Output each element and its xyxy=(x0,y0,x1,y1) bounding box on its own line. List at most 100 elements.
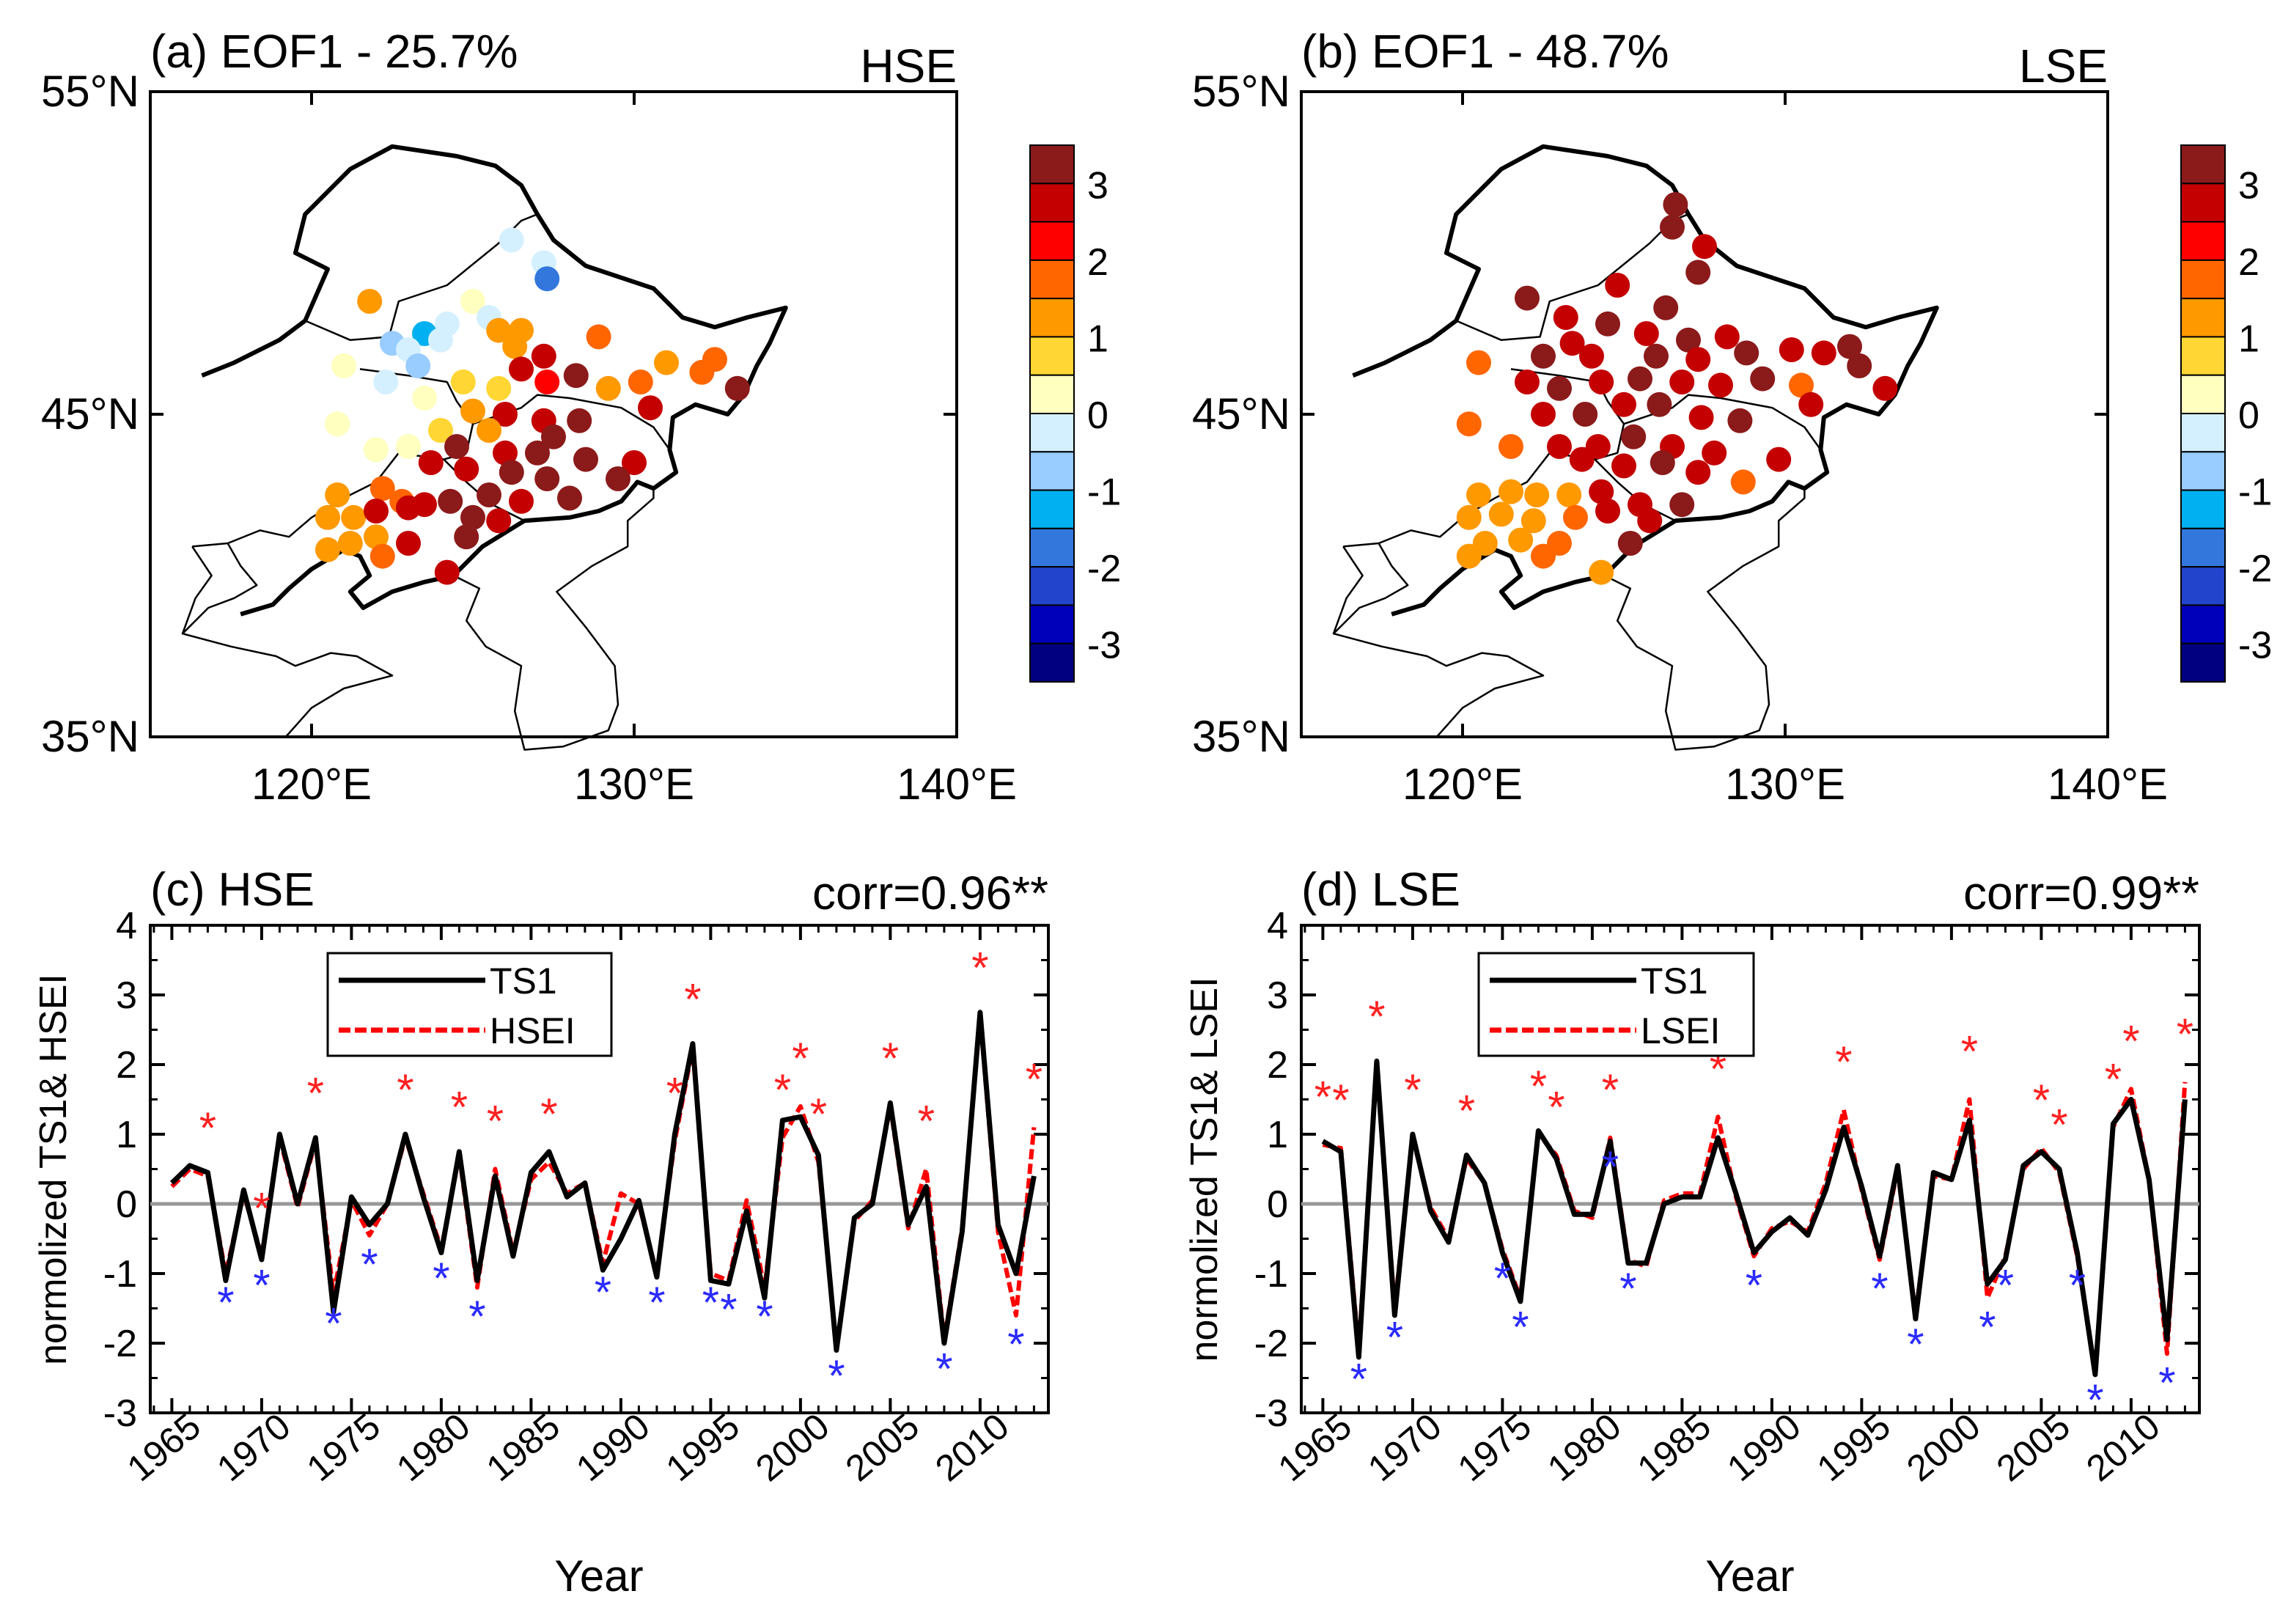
station-dot xyxy=(1556,482,1582,507)
colorbar-bin xyxy=(1029,527,1075,568)
y-tick-label: -1 xyxy=(103,1253,137,1296)
significance-star-positive: * xyxy=(792,1034,809,1083)
significance-star-positive: * xyxy=(1835,1037,1852,1087)
significance-star-negative: * xyxy=(1602,1142,1619,1191)
significance-markers: ****************************** xyxy=(199,944,1042,1400)
station-dot xyxy=(373,370,399,394)
station-dot xyxy=(1579,343,1604,369)
station-dot xyxy=(509,356,534,382)
significance-star-positive: * xyxy=(2105,1055,2122,1104)
station-dot xyxy=(337,531,363,556)
boundary-line xyxy=(1332,545,1364,634)
significance-star-negative: * xyxy=(2086,1375,2103,1425)
x-tick-label: 2000 xyxy=(1899,1406,1987,1489)
series-lines xyxy=(169,1010,1037,1353)
colorbar-bin xyxy=(1029,259,1075,300)
significance-star-negative: * xyxy=(2158,1358,2175,1407)
lat-tick-label: 35°N xyxy=(1192,712,1290,761)
station-dot xyxy=(486,375,512,401)
station-dot xyxy=(1531,343,1556,369)
station-dot xyxy=(509,488,534,514)
x-tick-label: 1990 xyxy=(568,1406,657,1489)
x-tick-label: 1975 xyxy=(1450,1406,1539,1489)
significance-star-positive: * xyxy=(487,1097,504,1146)
station-dot xyxy=(331,353,356,378)
station-dot xyxy=(573,447,598,472)
colorbar-bin xyxy=(1029,413,1075,453)
colorbar-bin xyxy=(2180,259,2226,300)
colorbar-bin xyxy=(1029,144,1075,185)
significance-star-negative: * xyxy=(253,1260,270,1309)
station-dot xyxy=(1589,370,1614,394)
significance-star-negative: * xyxy=(468,1292,485,1341)
colorbar-bin xyxy=(2180,336,2226,376)
station-dot xyxy=(1766,447,1792,472)
station-dot xyxy=(315,537,340,562)
significance-star-positive: * xyxy=(451,1083,468,1132)
station-dot xyxy=(1727,408,1753,433)
station-dot xyxy=(1702,440,1727,466)
station-dot xyxy=(1779,337,1804,362)
station-dot xyxy=(534,466,560,491)
station-dot xyxy=(1714,324,1740,350)
x-tick-label: 2000 xyxy=(748,1406,836,1489)
station-dot xyxy=(1676,327,1701,353)
colorbar-bin xyxy=(2180,144,2226,185)
significance-star-negative: * xyxy=(433,1254,449,1303)
station-dot xyxy=(444,434,469,459)
boundary-line xyxy=(1352,144,1939,617)
colorbar-bin xyxy=(2180,527,2226,568)
station-dot xyxy=(1798,392,1824,417)
significance-star-negative: * xyxy=(1871,1264,1888,1313)
station-dot xyxy=(531,343,556,369)
station-dot xyxy=(1669,370,1695,394)
station-dot xyxy=(1617,531,1643,556)
colorbar-label: -2 xyxy=(2238,548,2272,590)
lat-tick-label: 55°N xyxy=(1192,67,1290,116)
station-dot xyxy=(595,375,621,401)
x-tick-label: 1970 xyxy=(209,1406,298,1489)
station-dot xyxy=(1466,350,1491,375)
significance-star-negative: * xyxy=(2069,1260,2086,1309)
y-tick-label: -1 xyxy=(1254,1253,1288,1296)
station-dot xyxy=(454,524,479,550)
y-tick-label: -2 xyxy=(1254,1323,1288,1365)
significance-star-positive: * xyxy=(2122,1016,2139,1065)
colorbar: 3 2 1 0 -1 -2 -3 xyxy=(1029,144,1121,683)
colorbar-bin xyxy=(2180,413,2226,453)
significance-star-negative: * xyxy=(935,1344,952,1393)
station-dot xyxy=(1515,370,1540,394)
colorbar-bin xyxy=(2180,566,2226,606)
station-markers xyxy=(1456,192,1898,585)
station-dot xyxy=(364,524,389,550)
station-dot xyxy=(1734,340,1759,366)
y-tick-label: 3 xyxy=(116,974,137,1017)
colorbar-label: 0 xyxy=(1087,394,1108,437)
chart-title: (d) LSE xyxy=(1301,863,1460,916)
y-tick-label: -3 xyxy=(103,1392,137,1435)
station-dot xyxy=(534,370,560,394)
station-dot xyxy=(1547,375,1572,401)
station-dot xyxy=(325,482,350,507)
significance-star-positive: * xyxy=(199,1103,216,1153)
x-axis-label: Year xyxy=(1705,1551,1794,1601)
lon-tick-label: 120°E xyxy=(251,760,372,809)
station-dot xyxy=(502,334,528,359)
station-dot xyxy=(315,504,340,530)
colorbar-bin xyxy=(2180,221,2226,261)
station-dot xyxy=(1621,424,1647,449)
station-dot xyxy=(1650,450,1675,475)
significance-star-positive: * xyxy=(1404,1065,1421,1114)
chart-title: (c) HSE xyxy=(150,863,315,916)
station-dot xyxy=(622,450,647,475)
colorbar-bin xyxy=(2180,604,2226,644)
station-dot xyxy=(325,411,350,437)
significance-star-positive: * xyxy=(666,1069,683,1118)
y-tick-label: -3 xyxy=(1254,1392,1288,1435)
station-dot xyxy=(493,440,518,466)
station-dot xyxy=(1589,559,1614,585)
x-tick-label: 1970 xyxy=(1360,1406,1449,1489)
